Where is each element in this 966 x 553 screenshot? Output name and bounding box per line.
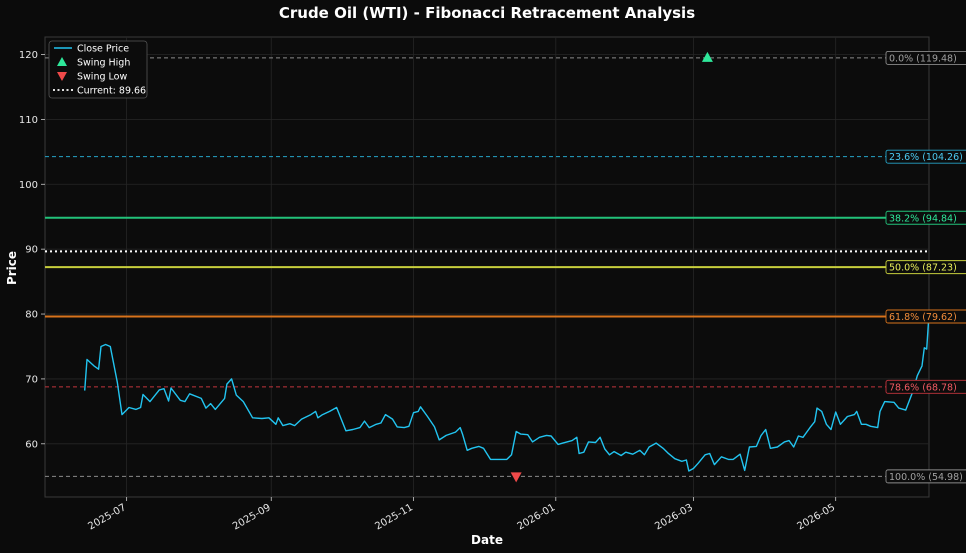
close-price-line bbox=[84, 313, 930, 472]
grid bbox=[45, 37, 929, 497]
y-tick-label: 70 bbox=[25, 374, 38, 385]
fib-level-label-box bbox=[885, 260, 966, 275]
swing-low-marker bbox=[510, 472, 522, 483]
legend-triangle-up-icon bbox=[57, 57, 67, 66]
fib-level-label-box bbox=[885, 149, 966, 164]
x-axis-label: Date bbox=[471, 533, 503, 547]
y-tick-label: 90 bbox=[25, 245, 38, 256]
y-tick-label: 60 bbox=[25, 439, 38, 450]
fib-level-label: 0.0% (119.48) bbox=[889, 53, 957, 64]
legend-box bbox=[48, 40, 148, 99]
fib-level-label: 50.0% (87.23) bbox=[889, 263, 957, 274]
fib-level-label-box bbox=[885, 50, 966, 65]
y-tick-label: 120 bbox=[19, 50, 38, 61]
fibonacci-levels bbox=[45, 57, 929, 477]
fib-level-label: 61.8% (79.62) bbox=[889, 312, 957, 323]
legend-label: Swing High bbox=[77, 58, 130, 69]
fib-level-label-box bbox=[885, 469, 966, 484]
chart-title: Crude Oil (WTI) - Fibonacci Retracement … bbox=[279, 4, 695, 22]
fib-level-label: 100.0% (54.98) bbox=[889, 472, 963, 483]
y-axis-label: Price bbox=[5, 251, 19, 285]
legend-label: Close Price bbox=[77, 44, 129, 55]
fib-level-label: 23.6% (104.26) bbox=[889, 152, 963, 163]
fib-level-label: 78.6% (68.78) bbox=[889, 382, 957, 393]
y-tick-label: 100 bbox=[19, 180, 38, 191]
y-axis: 60 70 80 90 100 110 120 bbox=[19, 50, 45, 450]
y-tick-label: 80 bbox=[25, 310, 38, 321]
legend-label: Current: 89.66 bbox=[77, 86, 146, 97]
legend: Close Price Swing High Swing Low Current: 8… bbox=[48, 40, 148, 99]
swing-markers bbox=[510, 51, 713, 483]
y-tick-label: 110 bbox=[19, 115, 38, 126]
fib-level-label-box bbox=[885, 309, 966, 324]
fib-level-label-box bbox=[885, 210, 966, 225]
legend-label: Swing Low bbox=[77, 72, 127, 83]
fibonacci-labels: 0.0% (119.48) 23.6% (104.26) 38.2% (94.84)… bbox=[885, 50, 966, 484]
price-series bbox=[84, 313, 930, 472]
swing-high-marker bbox=[701, 51, 713, 62]
fib-level-label: 38.2% (94.84) bbox=[889, 213, 957, 224]
fib-level-label-box bbox=[885, 379, 966, 394]
legend-triangle-down-icon bbox=[57, 72, 67, 81]
